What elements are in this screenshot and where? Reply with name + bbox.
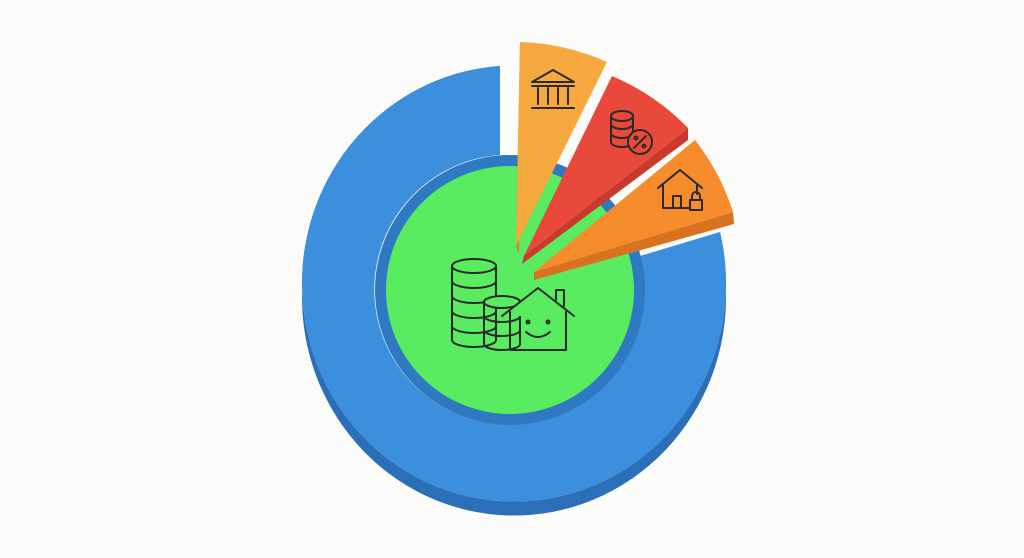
mortgage-icon [657, 169, 703, 211]
blue-ring [302, 66, 727, 502]
savings-icon [451, 258, 575, 351]
slice-edge [522, 128, 688, 264]
green-center [386, 166, 634, 414]
slice-interest [524, 76, 688, 256]
slice-edge [534, 212, 734, 280]
interest-icon [610, 110, 653, 155]
bank-icon [531, 69, 575, 109]
